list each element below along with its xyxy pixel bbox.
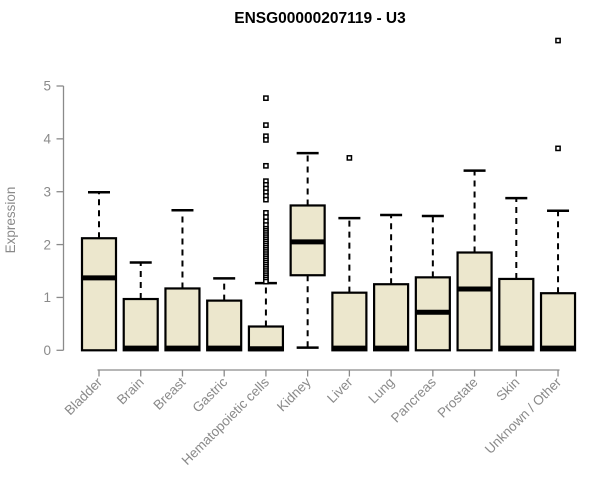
x-tick-label: Prostate: [435, 375, 481, 421]
outlier-point: [263, 196, 269, 203]
box-gastric: [206, 277, 243, 352]
box-liver: [331, 155, 368, 352]
box-series: [80, 37, 577, 352]
iqr-box: [373, 283, 410, 352]
iqr-box: [456, 251, 493, 352]
y-tick-label: 4: [43, 132, 51, 147]
x-tick-label: Skin: [493, 375, 522, 404]
x-tick-label: Unknown / Other: [482, 374, 565, 457]
box-kidney: [289, 151, 326, 349]
x-tick-label: Gastric: [189, 374, 230, 415]
y-tick-label: 0: [43, 343, 51, 358]
x-tick-label: Liver: [324, 374, 356, 406]
iqr-box: [206, 299, 243, 352]
x-tick-label: Brain: [114, 375, 147, 408]
outlier-point: [263, 95, 269, 102]
box-hematopoietic-cells: [247, 95, 285, 352]
x-tick-label: Lung: [365, 375, 397, 407]
outlier-point: [263, 278, 269, 285]
x-tick-label: Kidney: [274, 374, 314, 414]
box-bladder: [80, 190, 118, 352]
outlier-point: [555, 37, 561, 44]
y-tick-label: 2: [43, 237, 51, 252]
box-brain: [122, 261, 159, 352]
outlier-point: [555, 145, 561, 152]
y-tick-label: 1: [43, 290, 51, 305]
y-axis-title: Expression: [3, 187, 18, 254]
iqr-box: [80, 237, 118, 352]
box-prostate: [456, 169, 493, 352]
box-unknown-other: [539, 37, 577, 352]
iqr-box: [331, 291, 368, 352]
iqr-box: [539, 292, 577, 352]
y-tick-label: 3: [43, 184, 51, 199]
chart-title: ENSG00000207119 - U3: [234, 10, 406, 27]
x-tick-label: Breast: [150, 374, 188, 412]
outlier-point: [263, 122, 269, 128]
box-skin: [498, 196, 535, 352]
box-pancreas: [414, 214, 451, 352]
outlier-point: [263, 162, 269, 169]
outlier-point: [263, 137, 269, 143]
x-tick-label: Pancreas: [388, 374, 439, 425]
iqr-box: [498, 277, 535, 352]
box-lung: [373, 213, 410, 352]
y-axis: 0 1 2 3 4 5: [43, 79, 65, 358]
y-tick-label: 5: [43, 79, 51, 94]
iqr-box: [122, 297, 159, 352]
box-breast: [164, 208, 201, 352]
outlier-point: [346, 155, 353, 161]
x-tick-label: Bladder: [62, 374, 106, 418]
iqr-box: [164, 287, 201, 352]
